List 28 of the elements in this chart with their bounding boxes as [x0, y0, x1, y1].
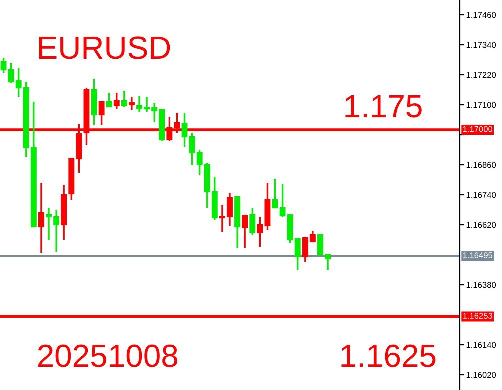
- y-tick-label: 1.17460: [466, 12, 496, 18]
- annotation: 1.1625: [342, 344, 436, 368]
- annotation: EURUSD: [39, 36, 170, 60]
- y-tick-label: 1.17340: [466, 42, 496, 48]
- candlestick: [0, 57, 7, 74]
- candlestick: [114, 92, 120, 110]
- y-tick-label: 1.17100: [466, 102, 496, 108]
- annotation: 1.175: [346, 95, 422, 118]
- y-tick-label: 1.16740: [466, 192, 496, 198]
- ref-line-label: 1.16253: [463, 313, 493, 319]
- candlestick: [242, 214, 248, 249]
- candlestick: [106, 92, 112, 108]
- candlestick: [98, 100, 105, 126]
- candlestick: [129, 96, 135, 111]
- candlestick: [182, 112, 188, 148]
- y-tick-label: 1.16620: [466, 222, 496, 228]
- y-tick-label: 1.16380: [466, 282, 496, 288]
- candlestick: [272, 178, 278, 209]
- y-tick-label: 1.16860: [466, 162, 496, 168]
- candlestick: [121, 90, 128, 108]
- candlestick: [250, 207, 256, 236]
- candlestick: [38, 182, 44, 254]
- y-tick-label: 1.17220: [466, 72, 496, 78]
- y-tick-label: 1.16020: [466, 372, 496, 378]
- annotation: 20251008: [38, 344, 178, 368]
- y-tick-label: 1.16140: [466, 342, 496, 348]
- ref-line-label: 1.17000: [463, 126, 493, 132]
- ref-line-label: 1.16495: [463, 252, 493, 258]
